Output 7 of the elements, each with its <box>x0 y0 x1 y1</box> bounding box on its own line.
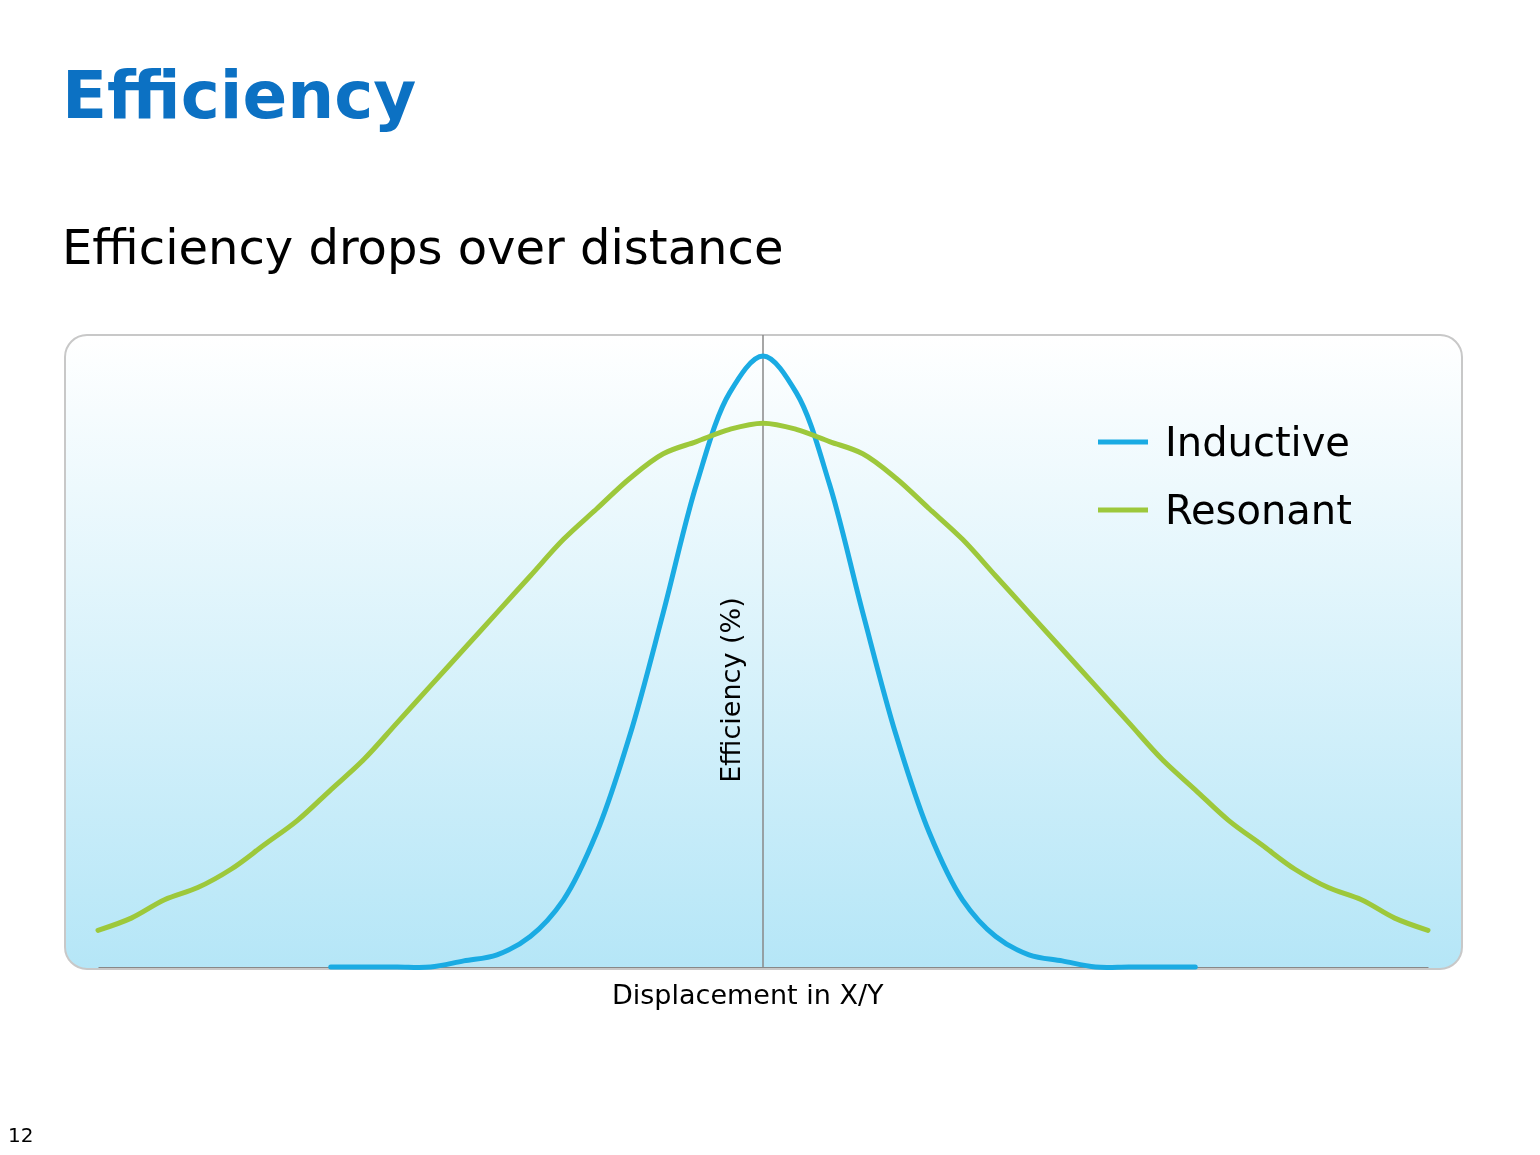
chart-title: Efficiency <box>62 57 417 134</box>
text: 12 <box>8 1123 34 1147</box>
legend-label: Inductive <box>1165 419 1350 465</box>
legend-label: Resonant <box>1165 487 1352 533</box>
x-axis-title: Displacement in X/Y <box>612 979 884 1010</box>
y-axis-title: Efficiency (%) <box>715 597 746 783</box>
chart-subtitle: Efficiency drops over distance <box>62 219 784 275</box>
